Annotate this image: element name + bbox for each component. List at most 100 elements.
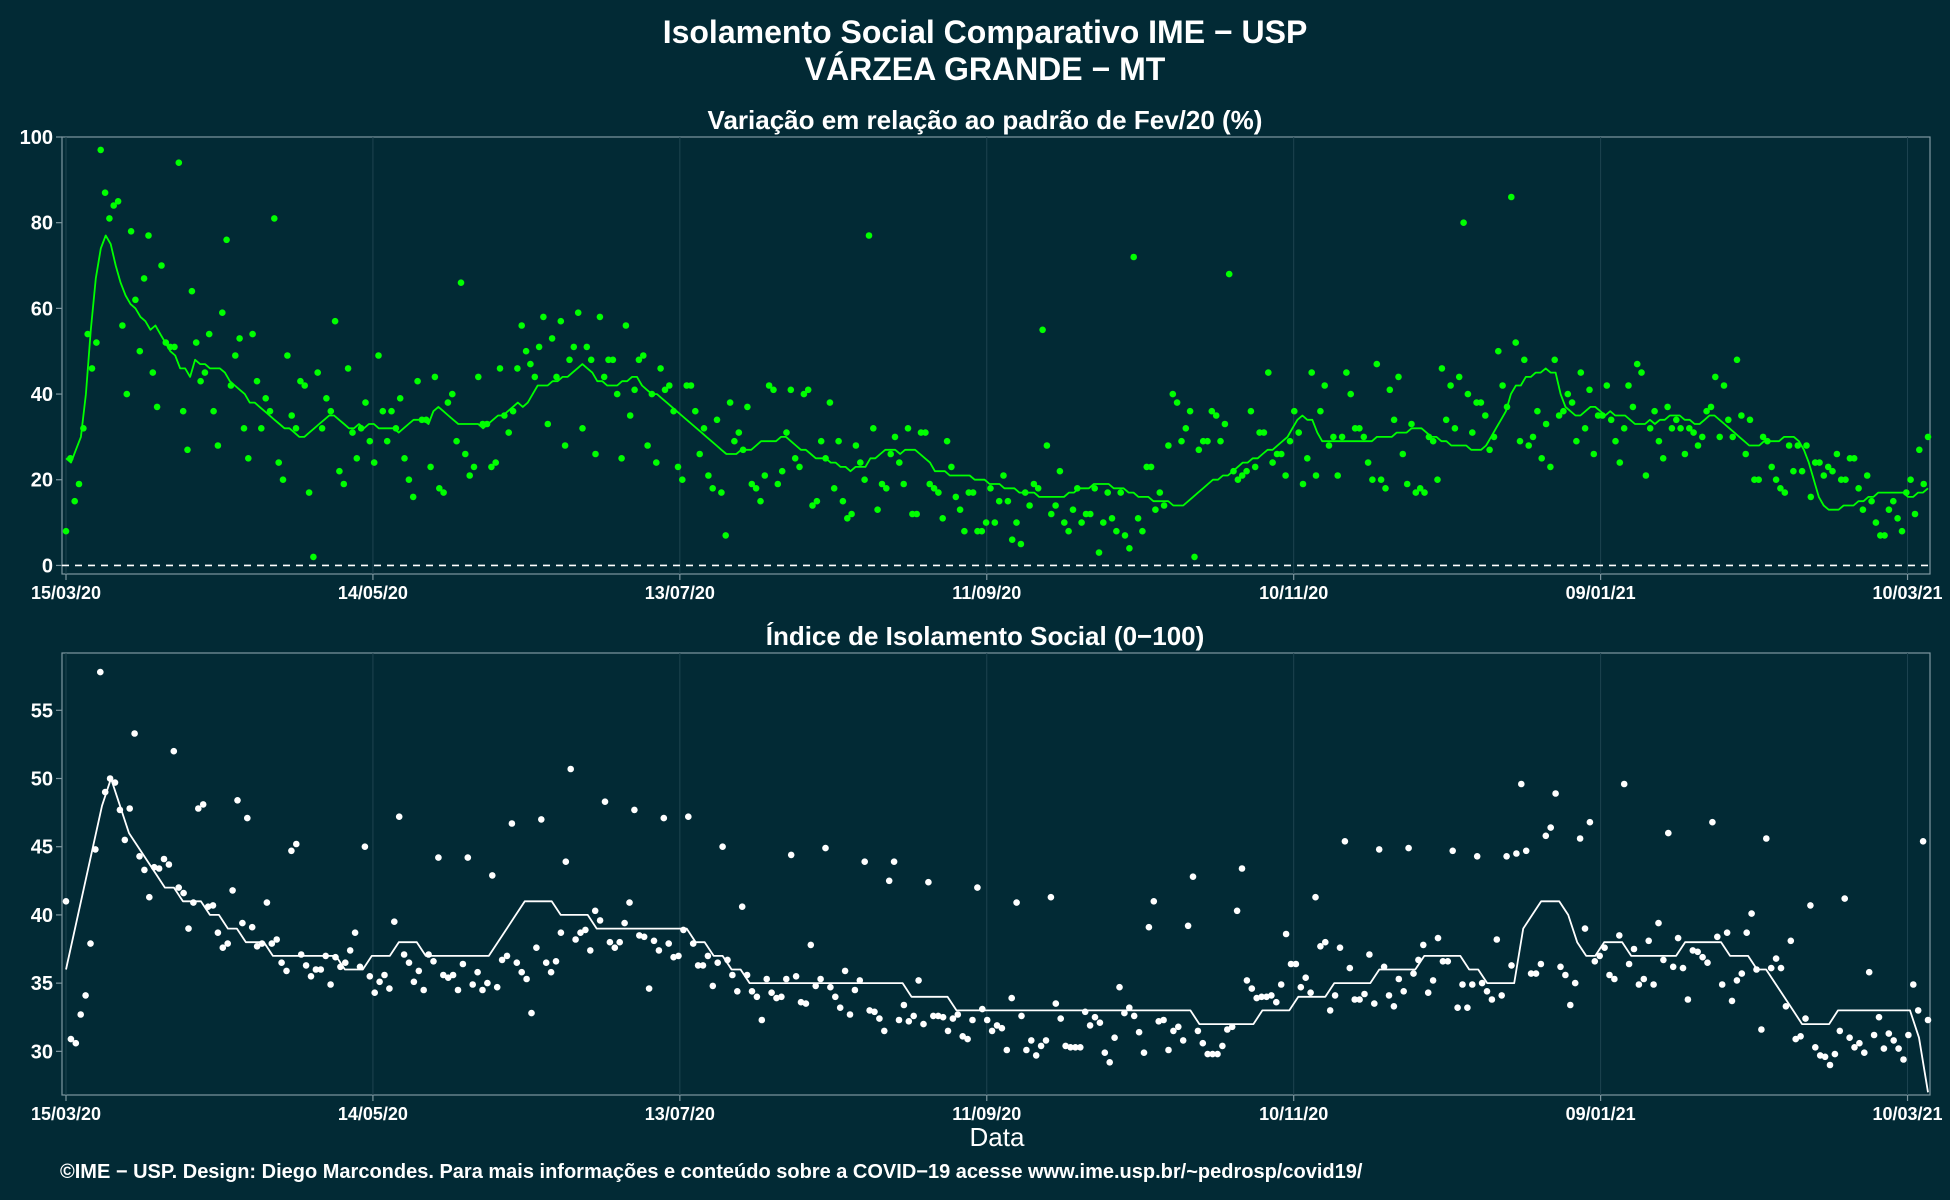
data-point bbox=[1160, 502, 1168, 509]
data-point bbox=[562, 858, 570, 865]
data-point bbox=[1655, 437, 1663, 445]
data-point bbox=[1797, 1033, 1804, 1040]
data-point bbox=[817, 975, 824, 983]
data-point bbox=[660, 814, 668, 822]
data-point bbox=[674, 463, 682, 471]
data-point bbox=[1126, 1004, 1133, 1011]
y-tick-label-80: 80 bbox=[31, 213, 53, 235]
data-point bbox=[1802, 1015, 1809, 1022]
data-point bbox=[201, 369, 209, 376]
data-point bbox=[1620, 780, 1628, 788]
data-point bbox=[827, 983, 834, 991]
data-point bbox=[1635, 981, 1643, 988]
data-point bbox=[1577, 369, 1585, 376]
y-tick-label-0: 0 bbox=[42, 555, 53, 577]
data-point bbox=[391, 918, 398, 925]
data-point bbox=[905, 1018, 913, 1025]
data-point bbox=[1265, 369, 1272, 376]
data-point bbox=[1317, 407, 1324, 415]
data-point bbox=[1629, 403, 1637, 411]
data-point bbox=[278, 959, 285, 966]
x-tick-label-09-01-21: 09/01/21 bbox=[1566, 583, 1636, 603]
data-point bbox=[802, 1000, 810, 1007]
data-point bbox=[1308, 369, 1315, 376]
data-point bbox=[680, 926, 687, 934]
data-point bbox=[1469, 429, 1476, 436]
data-point bbox=[1331, 992, 1339, 999]
data-point bbox=[179, 407, 187, 415]
figure-title: Isolamento Social Comparativo IME − USP bbox=[663, 14, 1308, 50]
data-point bbox=[132, 296, 139, 304]
data-point bbox=[1768, 463, 1775, 471]
data-point bbox=[822, 844, 829, 852]
data-point bbox=[1018, 1012, 1025, 1020]
data-point bbox=[1620, 425, 1628, 432]
data-point bbox=[1081, 1008, 1089, 1016]
data-point bbox=[1861, 1049, 1868, 1056]
data-point bbox=[1052, 1000, 1060, 1007]
data-point bbox=[327, 981, 334, 988]
data-point bbox=[1247, 407, 1255, 415]
data-point bbox=[1165, 442, 1172, 449]
data-point bbox=[1920, 480, 1927, 488]
x-tick-label-15-03-20: 15/03/20 bbox=[31, 1104, 101, 1124]
data-point bbox=[1292, 960, 1300, 968]
data-point bbox=[809, 502, 816, 509]
data-point bbox=[1562, 971, 1569, 979]
data-point bbox=[719, 843, 726, 850]
data-point bbox=[920, 1020, 927, 1028]
data-point bbox=[645, 985, 653, 992]
data-point bbox=[1169, 390, 1177, 398]
data-point bbox=[891, 433, 899, 441]
data-point bbox=[1179, 1037, 1187, 1044]
data-point bbox=[618, 455, 625, 462]
data-point bbox=[1718, 981, 1726, 988]
data-point bbox=[1872, 519, 1880, 526]
data-point bbox=[1865, 968, 1873, 976]
data-point bbox=[1836, 1027, 1844, 1035]
data-point bbox=[761, 472, 769, 479]
data-point bbox=[851, 986, 859, 994]
data-point bbox=[1134, 515, 1142, 522]
data-point bbox=[262, 395, 270, 402]
y-tick-label-60: 60 bbox=[31, 298, 53, 320]
data-point bbox=[376, 978, 383, 986]
data-point bbox=[314, 369, 322, 376]
data-point bbox=[410, 978, 418, 986]
data-point bbox=[1733, 977, 1741, 984]
data-point bbox=[371, 989, 379, 996]
data-point bbox=[979, 1005, 986, 1013]
data-point bbox=[1910, 981, 1917, 988]
data-point bbox=[1299, 480, 1307, 488]
data-point bbox=[1273, 998, 1280, 1006]
data-point bbox=[557, 317, 565, 325]
data-point bbox=[1209, 1050, 1216, 1058]
data-point bbox=[1028, 1037, 1035, 1044]
data-point bbox=[1885, 506, 1893, 513]
data-point bbox=[1140, 1049, 1148, 1056]
data-point bbox=[1547, 463, 1554, 471]
data-point bbox=[508, 820, 516, 827]
data-point bbox=[513, 959, 521, 966]
data-point bbox=[136, 347, 144, 355]
x-tick-label-11-09-20: 11/09/20 bbox=[952, 1104, 1021, 1124]
data-point bbox=[1072, 1044, 1079, 1051]
data-point bbox=[279, 476, 287, 484]
data-point bbox=[1302, 974, 1309, 981]
data-point bbox=[1807, 902, 1814, 909]
data-point bbox=[1403, 480, 1411, 488]
data-point bbox=[1820, 472, 1828, 479]
data-point bbox=[1767, 964, 1775, 972]
data-point bbox=[184, 446, 191, 454]
data-point bbox=[982, 519, 990, 526]
data-point bbox=[1217, 437, 1224, 445]
x-tick-label-09-01-21: 09/01/21 bbox=[1566, 1104, 1636, 1124]
data-point bbox=[1380, 963, 1388, 971]
data-point bbox=[1268, 992, 1275, 999]
data-point bbox=[1759, 433, 1767, 441]
data-point bbox=[87, 940, 94, 947]
data-point bbox=[1178, 437, 1185, 445]
data-point bbox=[353, 455, 361, 462]
data-point bbox=[1424, 989, 1432, 996]
